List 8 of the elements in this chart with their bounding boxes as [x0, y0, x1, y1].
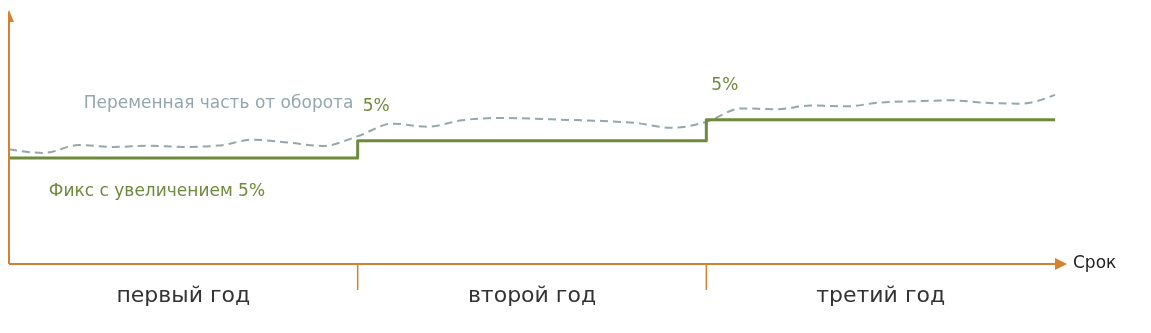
x-tick-label: третий год [816, 282, 946, 307]
series-label: Фикс с увеличением 5% [48, 179, 266, 200]
x-tick-label: второй год [467, 282, 597, 307]
text: 5% [711, 74, 739, 95]
annotation: 5% [362, 95, 390, 116]
x-axis-title: Срок [1073, 252, 1117, 272]
series-label: Переменная часть от оборота [83, 91, 354, 112]
x-tick-label: первый год [116, 282, 251, 307]
